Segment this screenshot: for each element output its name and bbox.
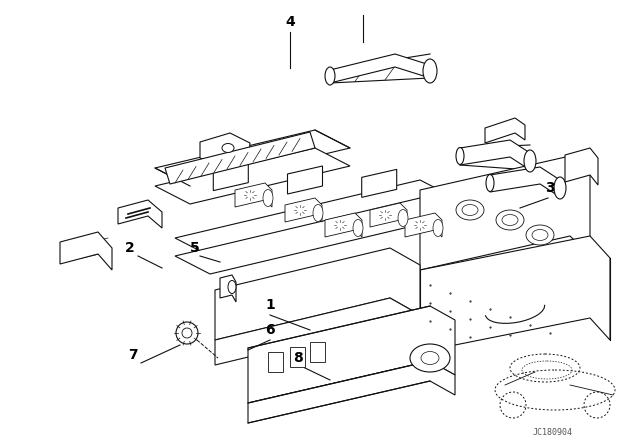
Ellipse shape [325, 67, 335, 85]
Ellipse shape [486, 175, 494, 191]
Polygon shape [248, 361, 455, 423]
Text: 2: 2 [125, 241, 135, 255]
Ellipse shape [398, 210, 408, 227]
FancyBboxPatch shape [268, 352, 283, 372]
Ellipse shape [456, 200, 484, 220]
Polygon shape [420, 236, 610, 352]
Polygon shape [287, 166, 323, 194]
Polygon shape [155, 148, 350, 204]
Polygon shape [420, 156, 590, 270]
Text: 3: 3 [545, 181, 555, 195]
Polygon shape [405, 213, 442, 237]
Text: 1: 1 [265, 298, 275, 312]
Ellipse shape [228, 280, 236, 293]
Polygon shape [490, 167, 560, 197]
Ellipse shape [456, 147, 464, 164]
FancyBboxPatch shape [290, 347, 305, 367]
Ellipse shape [526, 225, 554, 245]
Polygon shape [165, 132, 315, 184]
Polygon shape [460, 140, 530, 170]
Polygon shape [220, 275, 236, 302]
Polygon shape [248, 306, 455, 403]
Polygon shape [213, 163, 248, 191]
Polygon shape [175, 198, 455, 274]
Ellipse shape [532, 229, 548, 241]
Ellipse shape [462, 204, 478, 215]
Text: 8: 8 [293, 351, 303, 365]
Ellipse shape [410, 344, 450, 372]
Ellipse shape [502, 215, 518, 225]
Ellipse shape [263, 190, 273, 207]
Ellipse shape [433, 220, 443, 237]
Polygon shape [118, 200, 162, 228]
Text: 5: 5 [190, 241, 200, 255]
Polygon shape [330, 54, 430, 83]
Text: 7: 7 [128, 348, 138, 362]
Polygon shape [235, 183, 272, 207]
Ellipse shape [222, 143, 234, 152]
Ellipse shape [524, 150, 536, 172]
Ellipse shape [353, 220, 363, 237]
Ellipse shape [554, 177, 566, 199]
Ellipse shape [421, 352, 439, 365]
Text: JC180904: JC180904 [533, 427, 573, 436]
Polygon shape [200, 133, 250, 163]
Polygon shape [565, 148, 598, 185]
Polygon shape [155, 130, 350, 186]
Polygon shape [285, 198, 322, 222]
Polygon shape [370, 203, 407, 227]
Polygon shape [175, 180, 455, 256]
Polygon shape [215, 298, 420, 365]
Polygon shape [362, 169, 397, 198]
Text: 6: 6 [265, 323, 275, 337]
Ellipse shape [313, 204, 323, 221]
Text: 4: 4 [285, 15, 295, 29]
Polygon shape [485, 118, 525, 143]
Polygon shape [215, 248, 420, 340]
Polygon shape [325, 213, 362, 237]
Polygon shape [60, 232, 112, 270]
FancyBboxPatch shape [310, 342, 325, 362]
Ellipse shape [496, 210, 524, 230]
Ellipse shape [423, 59, 437, 83]
